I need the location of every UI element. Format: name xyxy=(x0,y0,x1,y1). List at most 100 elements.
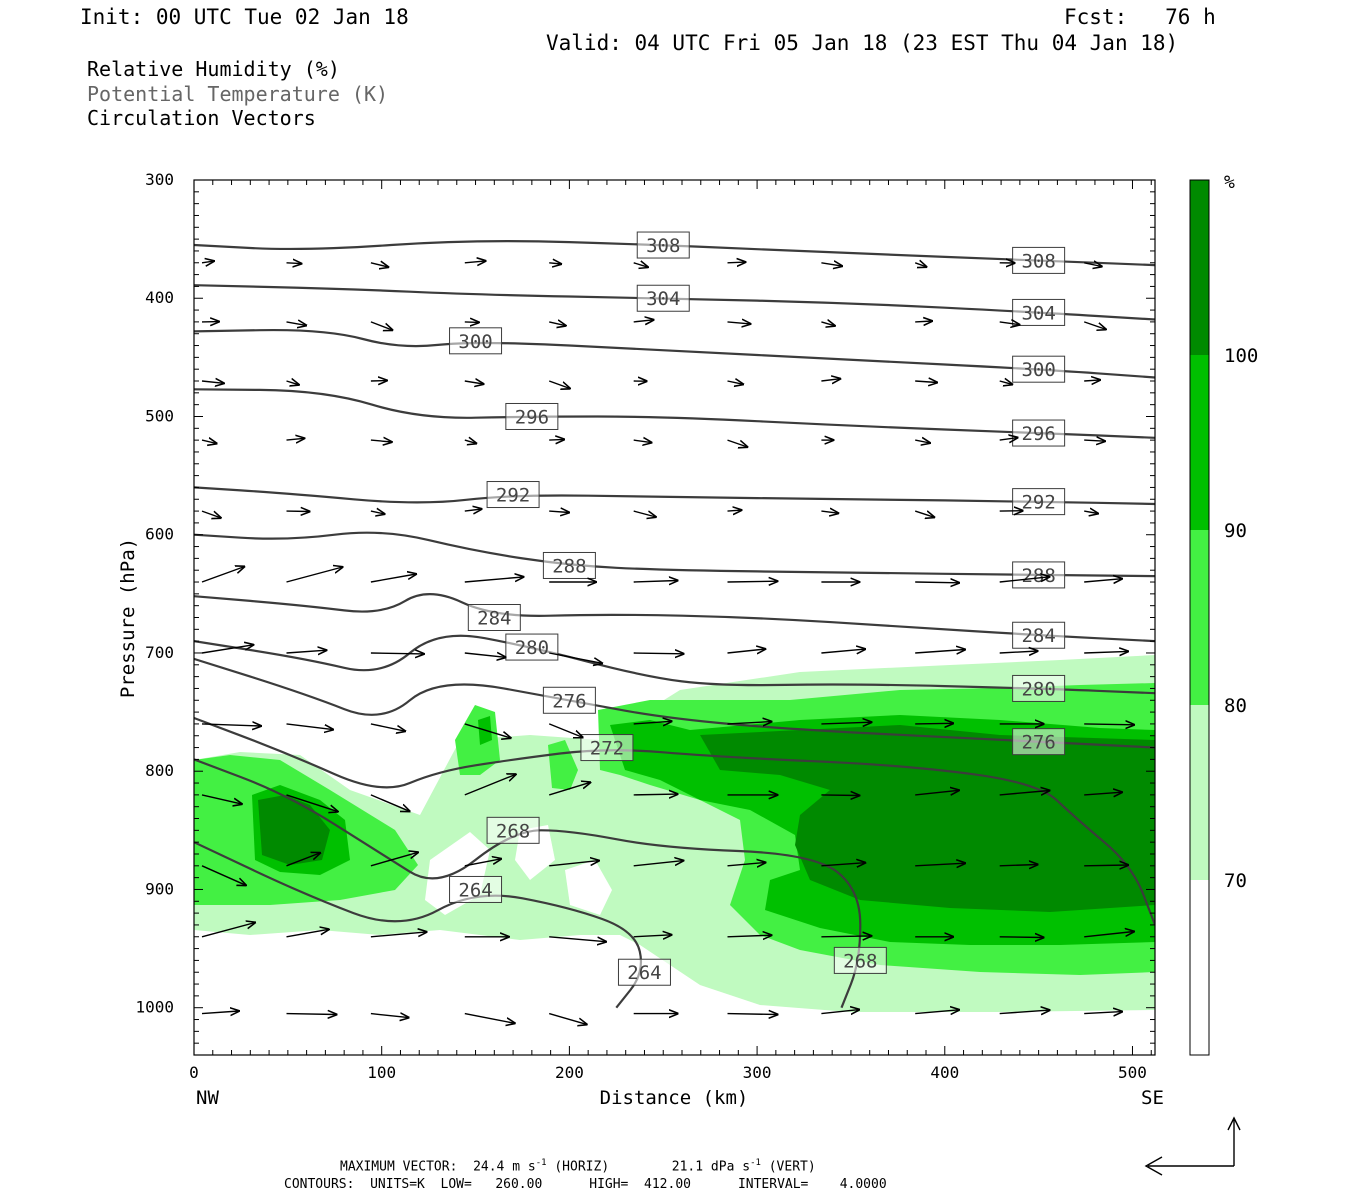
contour-label-box xyxy=(449,327,503,355)
legend-relative-humidity: Relative Humidity (%) xyxy=(87,57,340,81)
contour-label-box xyxy=(1012,674,1066,702)
circulation-vector xyxy=(727,439,748,447)
circulation-vector xyxy=(915,723,953,724)
y-tick-label: 300 xyxy=(145,170,174,189)
circulation-vector xyxy=(915,650,965,654)
circulation-vector xyxy=(1084,263,1102,267)
circulation-vector xyxy=(286,723,334,730)
max-vector-horiz: 24.4 m s xyxy=(473,1159,536,1175)
circulation-vector xyxy=(370,653,424,654)
x-axis-label: Distance (km) xyxy=(600,1087,749,1109)
contour-label: 276 xyxy=(1021,732,1055,754)
circulation-vector xyxy=(201,440,217,443)
theta-contour-300 xyxy=(194,328,1155,379)
contour-label-box xyxy=(1012,298,1066,326)
y-tick-label: 600 xyxy=(145,525,174,544)
circulation-vector xyxy=(915,1010,959,1014)
circulation-vector xyxy=(549,439,564,440)
colorbar-band-90 xyxy=(1190,355,1209,530)
circulation-vector xyxy=(1084,865,1128,866)
colorbar-band-70 xyxy=(1190,705,1209,880)
x-tick-label: 500 xyxy=(1118,1063,1147,1082)
contour-label: 296 xyxy=(515,406,549,428)
circulation-vector xyxy=(914,511,934,517)
contour-label-box xyxy=(1012,355,1066,383)
circulation-vector xyxy=(727,381,744,384)
circulation-vector xyxy=(633,653,684,654)
forecast-hour: Fcst: 76 h xyxy=(1064,5,1216,29)
circulation-vector xyxy=(464,653,506,657)
contour-label-box xyxy=(467,604,521,631)
contour-label: 300 xyxy=(1021,359,1055,381)
reference-vector-icon xyxy=(1144,1116,1241,1176)
circulation-vector xyxy=(201,567,244,583)
circulation-vector xyxy=(286,263,302,264)
contour-label: 268 xyxy=(843,950,877,972)
circulation-vector xyxy=(370,932,427,938)
contour-label: 292 xyxy=(496,485,530,507)
circulation-vector xyxy=(999,791,1050,795)
theta-contour-308 xyxy=(194,239,1155,267)
circulation-vector xyxy=(286,650,327,653)
contour-label-box xyxy=(1012,728,1066,756)
circulation-vector xyxy=(286,567,343,583)
circulation-vector xyxy=(821,263,842,266)
circulation-vector xyxy=(549,861,599,867)
colorbar-label-90: 90 xyxy=(1224,520,1247,542)
contour-label-box xyxy=(636,231,690,259)
circulation-vector xyxy=(727,262,746,263)
circulation-vector xyxy=(914,263,926,267)
theta-contour-284 xyxy=(194,593,1155,643)
circulation-vector xyxy=(633,511,656,517)
x-end-label-nw: NW xyxy=(196,1087,219,1109)
colorbar-frame xyxy=(1189,179,1210,1056)
y-axis-label: Pressure (hPa) xyxy=(117,538,139,698)
circulation-vector xyxy=(1084,932,1134,938)
circulation-vector xyxy=(633,320,654,322)
circulation-vector xyxy=(201,724,261,726)
circulation-vector xyxy=(727,649,766,653)
circulation-vector xyxy=(370,794,410,811)
circulation-vector xyxy=(821,379,840,381)
contour-label: 280 xyxy=(515,637,549,659)
circulation-vector xyxy=(464,774,516,796)
circulation-vector xyxy=(286,794,338,812)
circulation-vector xyxy=(915,381,937,383)
circulation-vector xyxy=(370,321,393,330)
circulation-vector xyxy=(370,1014,409,1018)
circulation-vector xyxy=(1084,724,1134,725)
circulation-vector xyxy=(633,861,684,867)
contour-label: 304 xyxy=(646,288,680,310)
contour-label: 292 xyxy=(1021,492,1055,514)
circulation-vector xyxy=(201,510,221,518)
contours-info: CONTOURS: UNITS=K LOW= 260.00 HIGH= 412.… xyxy=(284,1177,887,1192)
max-vector-vert: 21.1 dPa s xyxy=(671,1159,751,1175)
theta-contour-268 xyxy=(194,758,862,1009)
contour-label: 296 xyxy=(1021,423,1055,445)
contour-label-box xyxy=(486,816,540,844)
circulation-vector xyxy=(370,574,416,583)
circulation-vector xyxy=(548,380,570,389)
contour-label-box xyxy=(486,481,540,509)
circulation-vector xyxy=(999,651,1038,653)
colorbar-label-70: 70 xyxy=(1224,870,1247,892)
contour-label: 284 xyxy=(1021,625,1055,647)
circulation-vector xyxy=(727,863,766,866)
init-time: Init: 00 UTC Tue 02 Jan 18 xyxy=(80,5,409,29)
circulation-vector xyxy=(1084,651,1128,653)
circulation-vector xyxy=(821,795,859,796)
circulation-vector xyxy=(549,936,606,942)
contour-label-box xyxy=(542,686,596,714)
contour-label: 284 xyxy=(477,608,511,630)
circulation-vector xyxy=(821,1010,859,1014)
vert-unit-exponent: -1 xyxy=(750,1158,761,1168)
colorbar-band-100 xyxy=(1190,180,1209,355)
colorbar: % 100 90 80 70 xyxy=(1189,172,1258,1056)
circulation-vector xyxy=(727,510,742,511)
circulation-vector xyxy=(286,322,307,326)
circulation-vector xyxy=(201,645,253,654)
contour-label: 268 xyxy=(496,820,530,842)
max-vector-vert-tag: (VERT) xyxy=(768,1159,816,1175)
circulation-vector xyxy=(201,261,214,263)
